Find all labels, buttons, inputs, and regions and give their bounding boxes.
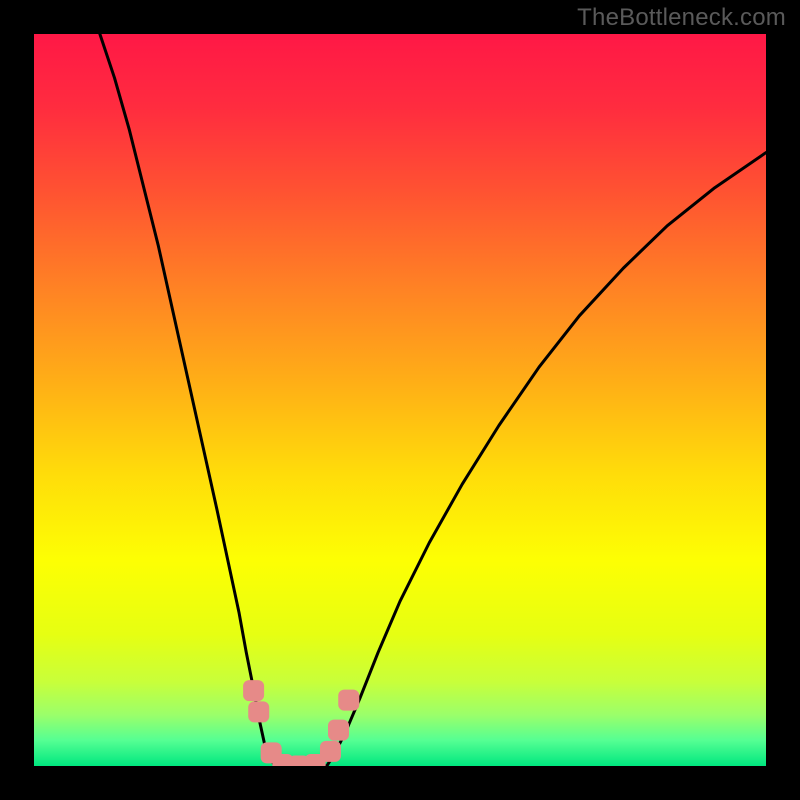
marker-7	[328, 720, 349, 741]
marker-6	[320, 741, 341, 762]
plot-area	[34, 34, 766, 766]
watermark-text: TheBottleneck.com	[577, 4, 786, 32]
curve-left	[100, 34, 276, 766]
marker-0	[243, 680, 264, 701]
marker-8	[338, 690, 359, 711]
chart-container: TheBottleneck.com	[0, 0, 800, 800]
curve-right	[327, 153, 766, 766]
curves-layer	[34, 34, 766, 766]
marker-1	[248, 701, 269, 722]
